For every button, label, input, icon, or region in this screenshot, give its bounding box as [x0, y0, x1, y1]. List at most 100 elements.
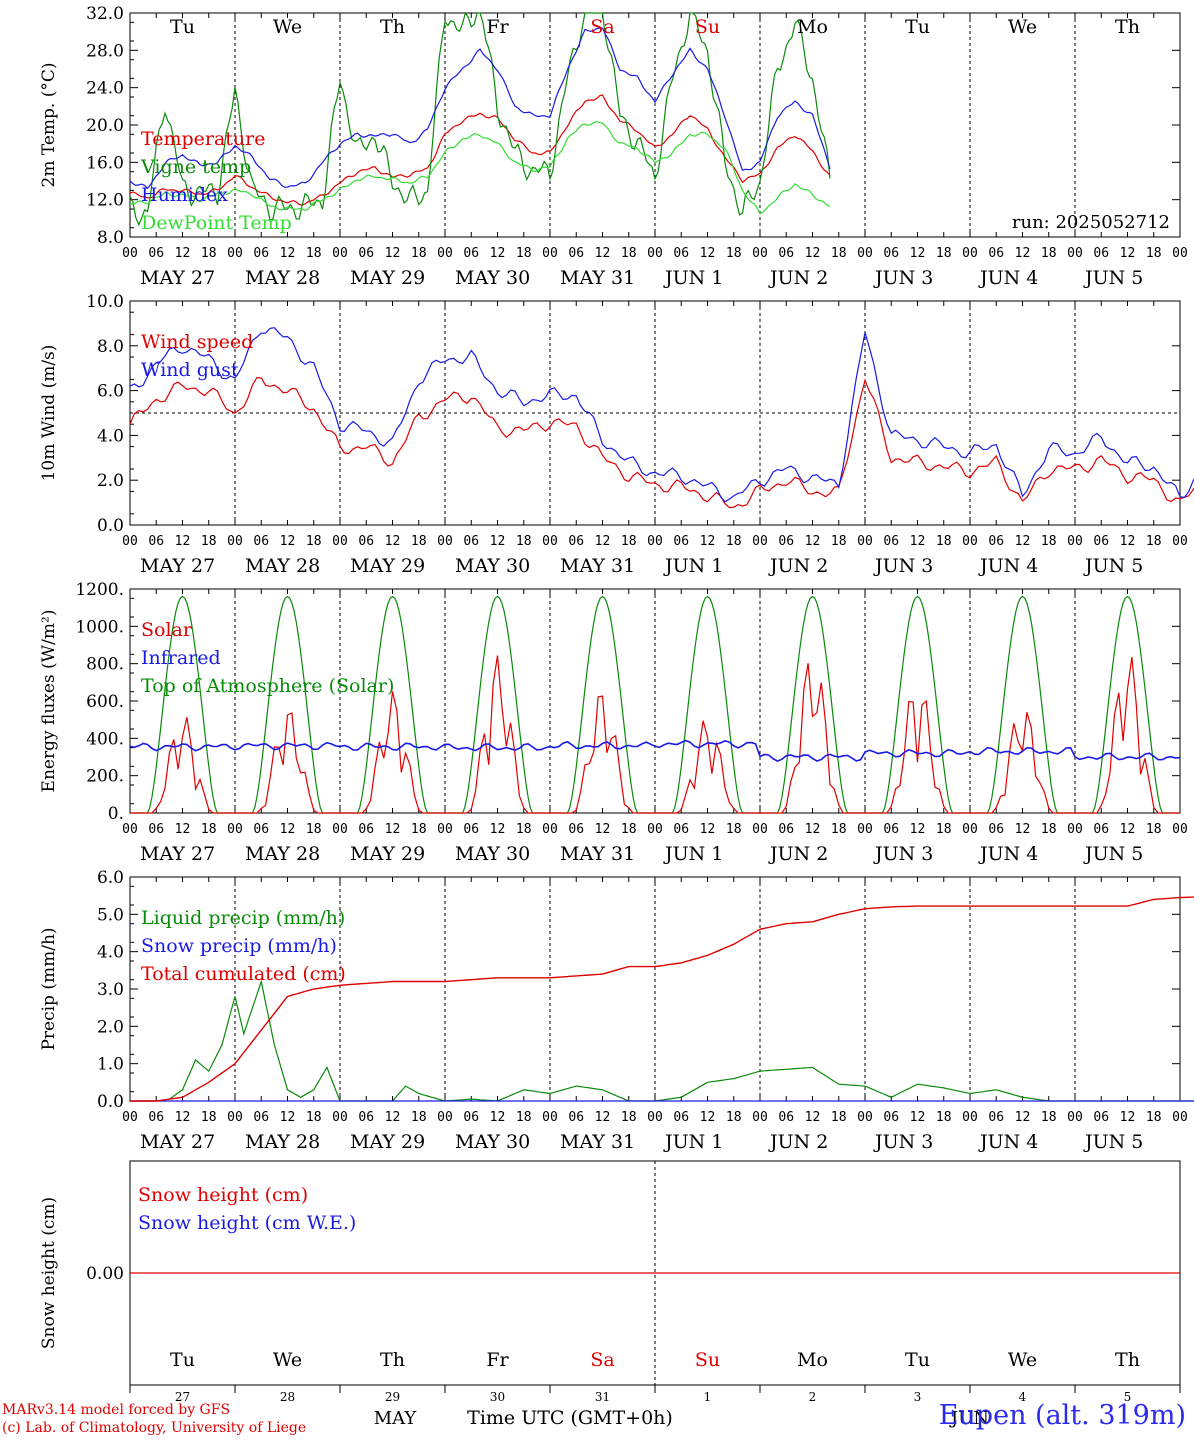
hour-tick-label: 12 — [805, 534, 821, 549]
weekday-label: Tu — [170, 16, 195, 38]
day-number: 29 — [385, 1390, 400, 1404]
hour-tick-label: 12 — [490, 1110, 506, 1125]
y-tick-label: 4.0 — [97, 943, 124, 963]
date-label: JUN 1 — [663, 1131, 723, 1153]
hour-tick-label: 12 — [805, 1110, 821, 1125]
legend-entry: Total cumulated (cm) — [141, 963, 346, 985]
y-tick-label: 6.0 — [97, 382, 124, 402]
hour-tick-label: 12 — [175, 822, 191, 837]
hour-tick-label: 06 — [148, 246, 164, 261]
hour-tick-label: 06 — [253, 246, 269, 261]
hour-tick-label: 18 — [516, 1110, 532, 1125]
y-tick-label: 0. — [108, 804, 124, 824]
date-label: JUN 3 — [873, 1131, 933, 1153]
hour-tick-label: 00 — [437, 534, 453, 549]
day-number: 30 — [490, 1390, 505, 1404]
hour-tick-label: 12 — [280, 246, 296, 261]
legend-entry: Infrared — [141, 647, 221, 669]
hour-tick-label: 00 — [962, 822, 978, 837]
hour-tick-label: 06 — [778, 246, 794, 261]
hour-tick-label: 06 — [148, 1110, 164, 1125]
hour-tick-label: 06 — [883, 534, 899, 549]
hour-tick-label: 12 — [1120, 1110, 1136, 1125]
hour-tick-label: 12 — [595, 246, 611, 261]
y-axis-label: Precip (mm/h) — [39, 927, 59, 1050]
hour-tick-label: 12 — [385, 246, 401, 261]
series-line-infrared — [129, 739, 1181, 762]
hour-tick-label: 18 — [201, 1110, 217, 1125]
hour-tick-label: 18 — [1041, 822, 1057, 837]
hour-tick-label: 12 — [385, 822, 401, 837]
hour-tick-label: 18 — [726, 1110, 742, 1125]
model-credit-line2: (c) Lab. of Climatology, University of L… — [2, 1420, 307, 1436]
hour-tick-label: 12 — [700, 822, 716, 837]
series-line-red — [129, 94, 831, 206]
hour-tick-label: 12 — [595, 1110, 611, 1125]
hour-tick-label: 12 — [700, 246, 716, 261]
date-label: JUN 1 — [663, 555, 723, 577]
weekday-label: Th — [380, 16, 405, 38]
hour-tick-label: 00 — [437, 822, 453, 837]
weekday-label: Sa — [590, 16, 614, 38]
hour-tick-label: 00 — [1172, 246, 1188, 261]
date-label: JUN 2 — [768, 843, 828, 865]
day-number: 5 — [1124, 1390, 1132, 1404]
weekday-label: Th — [1115, 16, 1140, 38]
hour-tick-label: 00 — [857, 534, 873, 549]
hour-tick-label: 06 — [148, 534, 164, 549]
hour-tick-label: 00 — [122, 1110, 138, 1125]
hour-tick-label: 18 — [1041, 1110, 1057, 1125]
weekday-label: We — [273, 1349, 302, 1371]
y-tick-label: 5.0 — [97, 905, 124, 925]
model-credit-line1: MARv3.14 model forced by GFS — [2, 1402, 231, 1418]
hour-tick-label: 06 — [988, 822, 1004, 837]
weekday-label: Su — [695, 1349, 720, 1371]
weekday-label: We — [1008, 1349, 1037, 1371]
hour-tick-label: 06 — [883, 1110, 899, 1125]
hour-tick-label: 06 — [988, 534, 1004, 549]
date-label: JUN 4 — [978, 1131, 1038, 1153]
y-tick-label: 600. — [86, 692, 124, 712]
hour-tick-label: 18 — [726, 246, 742, 261]
series-line-green — [130, 979, 1194, 1102]
y-tick-label: 1200. — [75, 580, 124, 600]
date-label: MAY 28 — [245, 555, 320, 577]
hour-tick-label: 00 — [962, 534, 978, 549]
date-label: MAY 30 — [455, 555, 530, 577]
hour-tick-label: 06 — [568, 246, 584, 261]
weekday-label: Th — [1115, 1349, 1140, 1371]
hour-tick-label: 12 — [1015, 534, 1031, 549]
day-number: 4 — [1019, 1390, 1027, 1404]
date-label: MAY 28 — [245, 1131, 320, 1153]
weekday-label: Fr — [486, 1349, 509, 1371]
hour-tick-label: 06 — [1093, 1110, 1109, 1125]
hour-tick-label: 00 — [332, 822, 348, 837]
weekday-label: Sa — [590, 1349, 614, 1371]
weekday-label: Th — [380, 1349, 405, 1371]
hour-tick-label: 00 — [1067, 822, 1083, 837]
hour-tick-label: 00 — [857, 822, 873, 837]
hour-tick-label: 06 — [568, 822, 584, 837]
hour-tick-label: 06 — [1093, 246, 1109, 261]
weekday-label: Tu — [905, 16, 930, 38]
hour-tick-label: 18 — [1146, 1110, 1162, 1125]
hour-tick-label: 18 — [1146, 534, 1162, 549]
hour-tick-label: 06 — [358, 1110, 374, 1125]
legend-entry: Snow precip (mm/h) — [141, 935, 337, 957]
legend-entry: DewPoint Temp — [141, 212, 292, 234]
date-label: JUN 5 — [1083, 555, 1143, 577]
hour-tick-label: 18 — [201, 534, 217, 549]
hour-tick-label: 12 — [1015, 246, 1031, 261]
hour-tick-label: 18 — [306, 534, 322, 549]
hour-tick-label: 00 — [752, 1110, 768, 1125]
date-label: MAY 27 — [140, 1131, 215, 1153]
hour-tick-label: 06 — [463, 246, 479, 261]
hour-tick-label: 00 — [1172, 534, 1188, 549]
hour-tick-label: 12 — [1120, 246, 1136, 261]
hour-tick-label: 18 — [411, 822, 427, 837]
hour-tick-label: 06 — [148, 822, 164, 837]
hour-tick-label: 00 — [1172, 1110, 1188, 1125]
hour-tick-label: 12 — [1015, 822, 1031, 837]
y-tick-label: 8.0 — [97, 228, 124, 248]
hour-tick-label: 06 — [1093, 822, 1109, 837]
